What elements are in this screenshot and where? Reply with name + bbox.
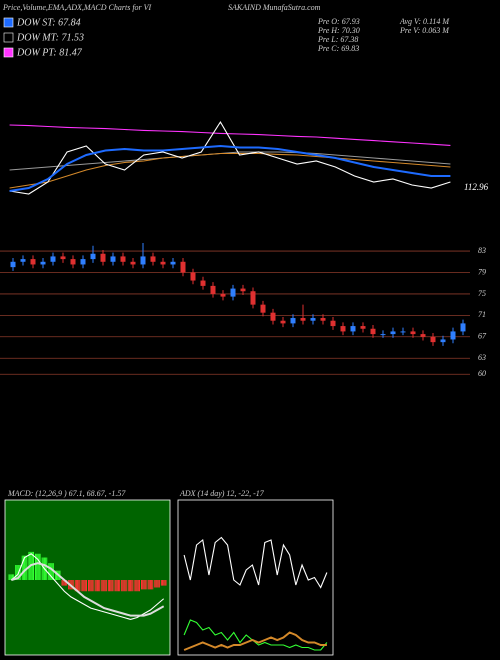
stat: Pre L: 67.38 xyxy=(317,35,358,44)
chart-title: Price,Volume,EMA,ADX,MACD Charts for VI xyxy=(2,3,152,12)
stat: Pre V: 0.063 M xyxy=(399,26,450,35)
series-line xyxy=(9,124,451,146)
series-line xyxy=(9,152,451,189)
y-tick-label: 75 xyxy=(478,289,486,298)
candle-body xyxy=(360,326,366,329)
stat: Pre H: 70.30 xyxy=(317,26,360,35)
candle-body xyxy=(110,256,116,262)
candle-body xyxy=(100,253,106,262)
candle-body xyxy=(240,288,246,292)
series-line xyxy=(183,619,328,651)
candle-body xyxy=(20,259,26,262)
legend-label: DOW ST: 67.84 xyxy=(16,17,81,28)
candle-body xyxy=(340,326,346,332)
candle-body xyxy=(420,334,426,337)
candle-body xyxy=(40,261,46,265)
candle-body xyxy=(140,256,146,265)
candle-body xyxy=(380,334,386,336)
stat: Pre C: 69.83 xyxy=(317,44,359,53)
y-tick-label: 67 xyxy=(478,332,487,341)
series-line xyxy=(9,144,451,192)
series-line xyxy=(10,553,165,620)
stat: Pre O: 67.93 xyxy=(317,17,360,26)
legend-label: DOW PT: 81.47 xyxy=(16,47,83,58)
series-line xyxy=(9,151,451,171)
candle-body xyxy=(330,320,336,327)
candle-body xyxy=(50,256,56,262)
last-price: 112.96 xyxy=(464,182,489,192)
candle-body xyxy=(300,318,306,321)
candle-body xyxy=(10,261,16,268)
y-tick-label: 83 xyxy=(478,246,486,255)
candle-body xyxy=(70,259,76,265)
chart-subtitle: SAKAIND MunafaSutra.com xyxy=(228,3,321,12)
candle-body xyxy=(310,318,316,321)
series-line xyxy=(183,631,327,651)
candle-body xyxy=(400,331,406,333)
candle-body xyxy=(440,339,446,343)
legend-swatch xyxy=(3,47,14,58)
stat: Avg V: 0.114 M xyxy=(399,17,450,26)
candle-body xyxy=(390,331,396,335)
y-tick-label: 60 xyxy=(478,369,486,378)
candle-body xyxy=(30,259,36,265)
candle-body xyxy=(450,331,456,340)
candle-body xyxy=(320,318,326,321)
candle-body xyxy=(170,261,176,265)
legend-swatch xyxy=(3,32,14,43)
candle-body xyxy=(150,256,156,262)
y-tick-label: 79 xyxy=(478,267,486,276)
candle-body xyxy=(280,320,286,324)
candle-body xyxy=(60,256,66,260)
adx-title: ADX (14 day) 12, -22, -17 xyxy=(179,489,265,498)
candle-body xyxy=(430,336,436,343)
candle-body xyxy=(410,331,416,335)
legend-swatch xyxy=(3,17,14,28)
candle-body xyxy=(190,272,196,281)
candle-body xyxy=(120,256,126,262)
candle-body xyxy=(270,312,276,321)
candle-body xyxy=(230,288,236,297)
series-line xyxy=(11,562,165,617)
series-line xyxy=(183,536,328,589)
candle-body xyxy=(210,285,216,294)
candle-body xyxy=(260,304,266,313)
candle-body xyxy=(220,293,226,297)
candle-body xyxy=(80,259,86,265)
candle-body xyxy=(370,328,376,335)
adx-panel xyxy=(177,499,334,656)
candle-body xyxy=(160,261,166,265)
candle-body xyxy=(460,323,466,332)
candle-body xyxy=(90,253,96,260)
y-tick-label: 63 xyxy=(478,353,486,362)
candle-body xyxy=(180,261,186,273)
candle-body xyxy=(250,291,256,305)
candle-body xyxy=(290,318,296,324)
candle-body xyxy=(350,326,356,332)
legend-label: DOW MT: 71.53 xyxy=(16,32,84,43)
series-line xyxy=(9,120,451,195)
y-tick-label: 71 xyxy=(478,310,486,319)
candle-body xyxy=(200,280,206,286)
candle-body xyxy=(130,261,136,265)
macd-title: MACD: (12,26,9 ) 67.1, 68.67, -1.57 xyxy=(7,489,126,498)
